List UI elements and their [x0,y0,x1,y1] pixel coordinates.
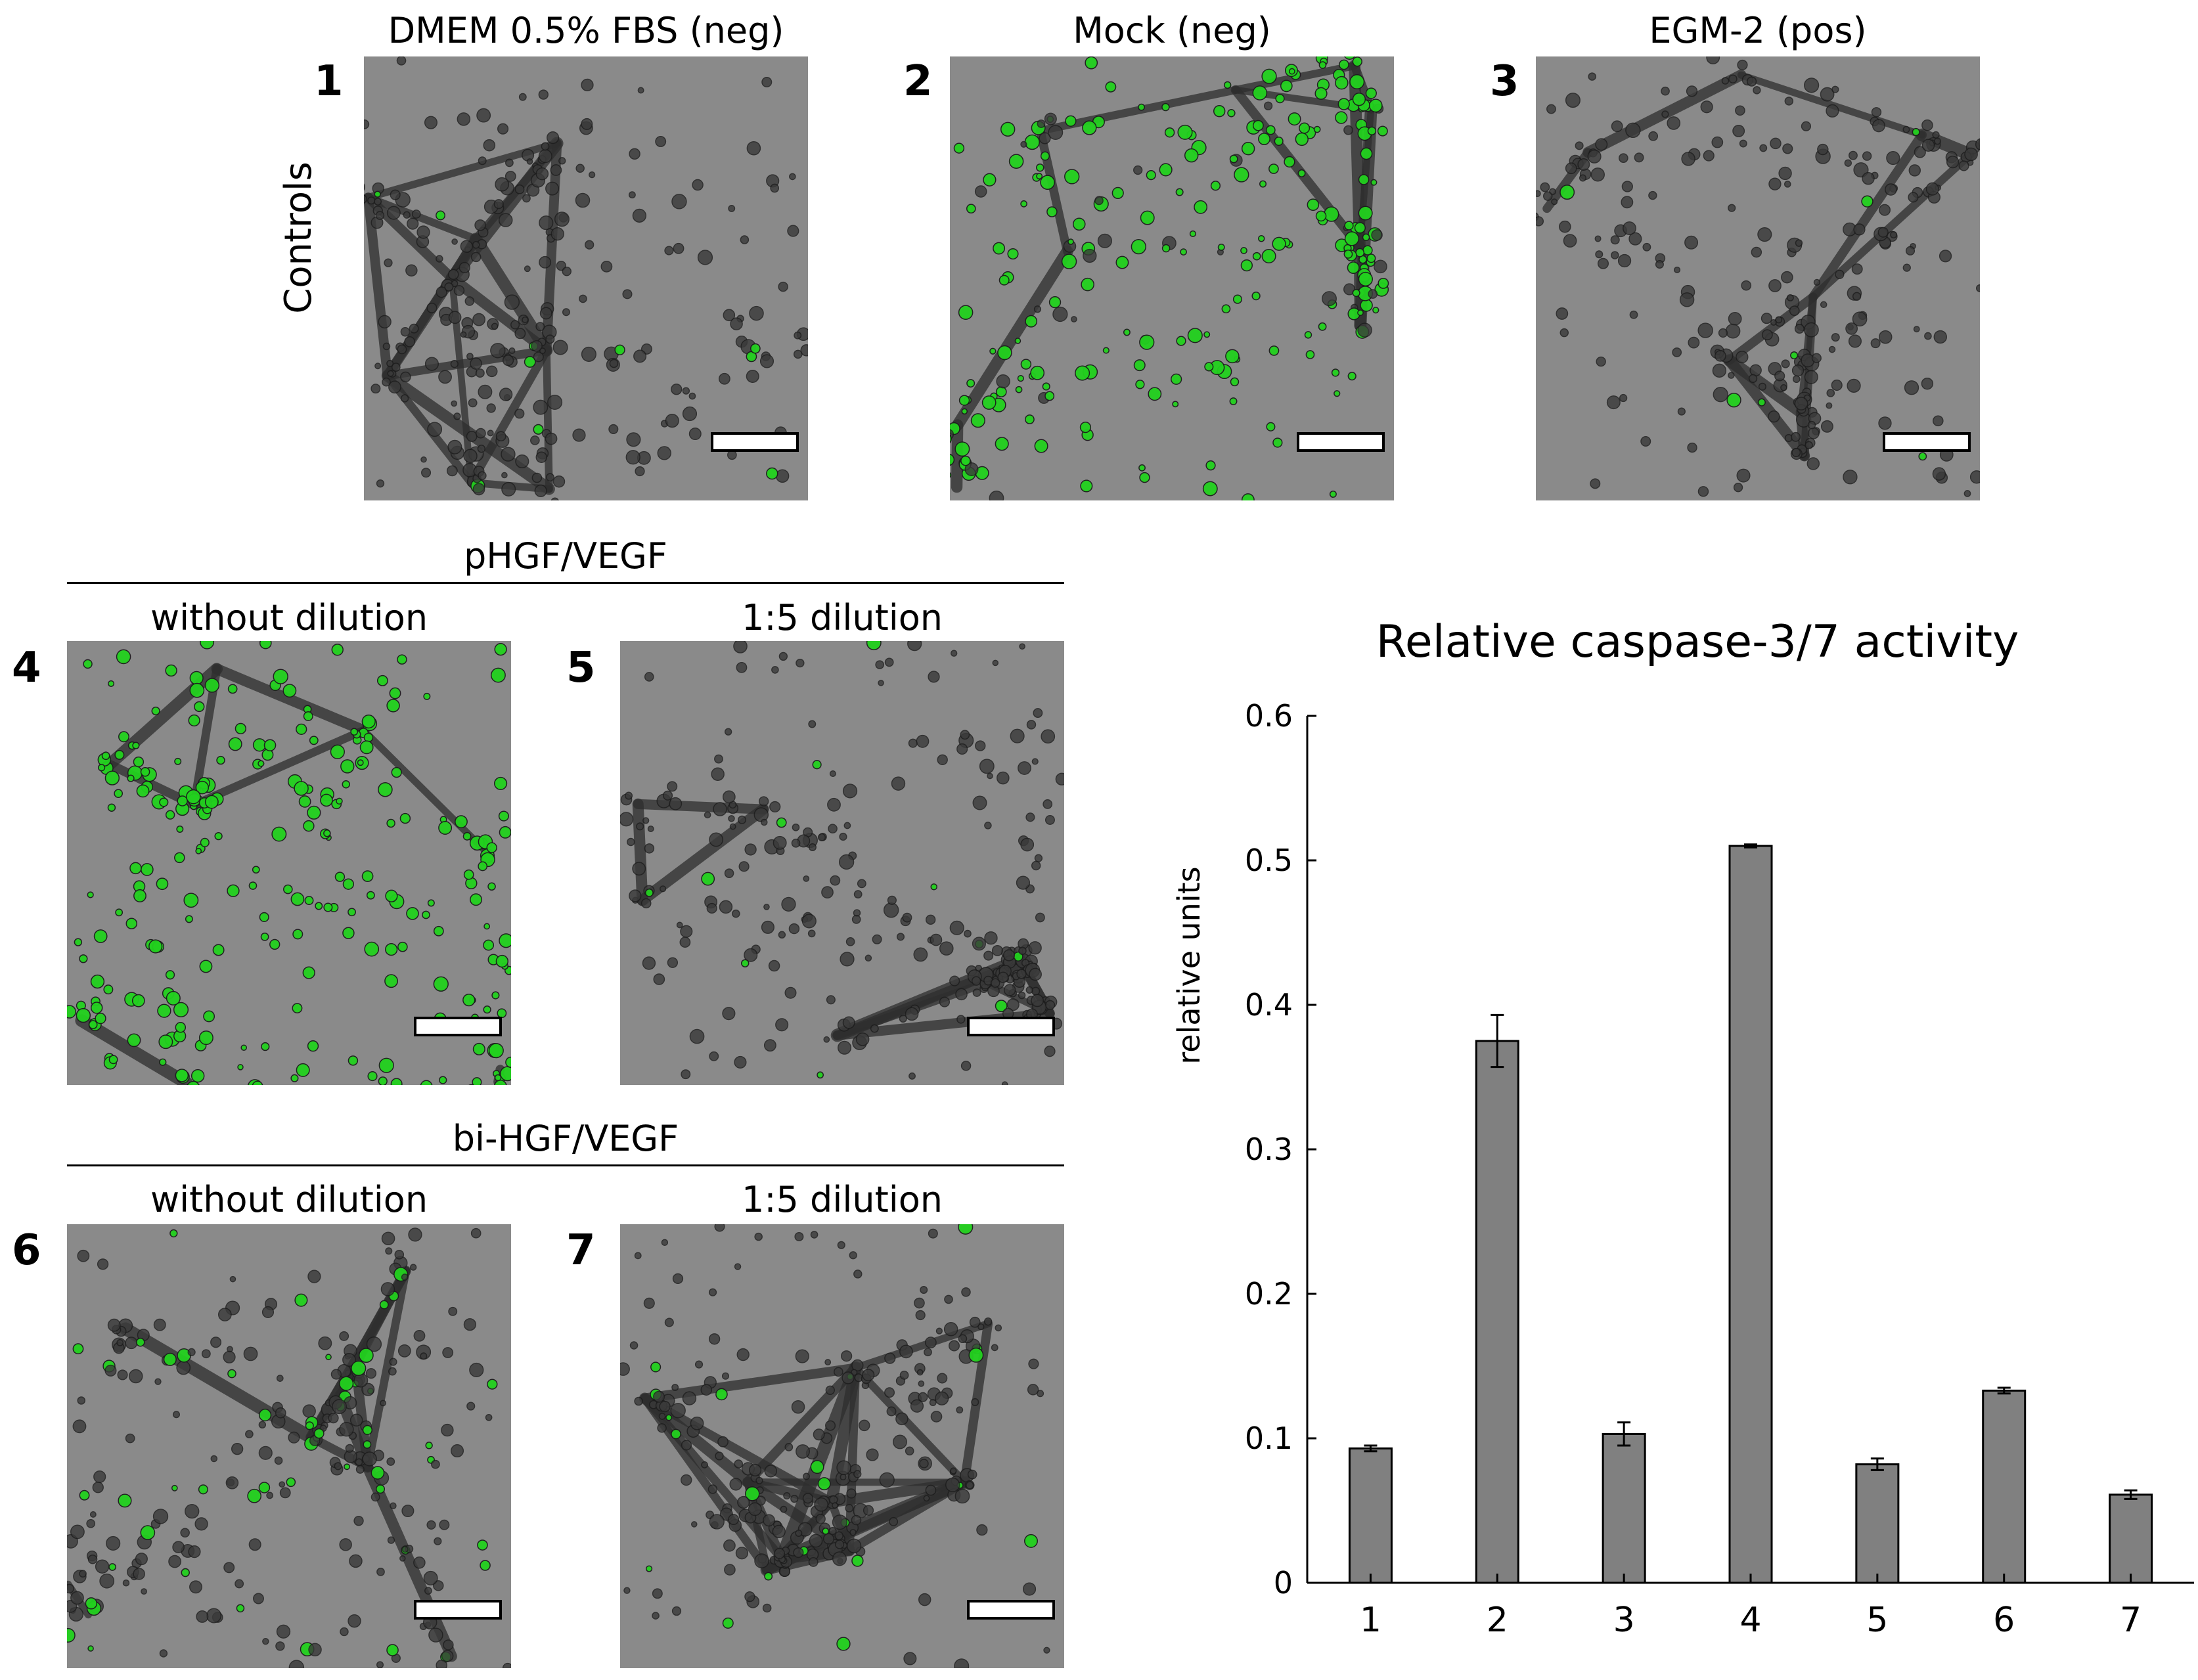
panel-number-7: 7 [566,1226,596,1275]
bar-3 [1602,1432,1646,1584]
micrograph-texture [364,56,808,500]
scale-bar-5 [967,1017,1055,1036]
x-tick-label-5: 5 [1866,1601,1888,1640]
scale-bar-6 [414,1600,502,1620]
scale-bar-7 [967,1600,1055,1620]
micrograph-panel-5 [620,641,1064,1085]
caspase-bar-chart: Relative caspase-3/7 activity relative u… [1171,616,2194,1640]
panel-title-3: EGM-2 (pos) [1649,10,1867,51]
micrograph-panel-6 [67,1224,511,1668]
panel-title-6: without dilution [150,1179,428,1220]
y-tick-label: 0.4 [1245,987,1293,1023]
x-tick-label-7: 7 [2120,1601,2142,1640]
micrograph-texture [67,641,511,1085]
micrograph-texture [67,1224,511,1668]
micrograph-panel-1 [364,56,808,500]
y-tick-label: 0.2 [1245,1276,1293,1312]
micrograph-panel-3 [1536,56,1980,500]
x-tick-label-3: 3 [1613,1601,1635,1640]
group-rule-phgf-vegf [67,582,1064,584]
panel-title-2: Mock (neg) [1073,10,1271,51]
scale-bar-2 [1297,432,1385,452]
y-tick-label: 0 [1274,1565,1293,1601]
micrograph-panel-2 [950,56,1394,500]
chart-title: Relative caspase-3/7 activity [1376,616,2019,668]
micrograph-panel-4 [67,641,511,1085]
bar-4 [1728,845,1773,1584]
group-label-bi-hgf-vegf: bi-HGF/VEGF [452,1118,679,1159]
micrograph-texture [950,56,1394,500]
micrograph-texture [1536,56,1980,500]
y-tick-label: 0.6 [1245,698,1293,734]
y-tick-label: 0.3 [1245,1132,1293,1167]
micrograph-texture [620,1224,1064,1668]
panel-number-5: 5 [566,644,596,692]
bar-2 [1475,1040,1519,1584]
panel-title-4: without dilution [150,597,428,638]
scale-bar-1 [711,432,799,452]
x-tick-label-6: 6 [1993,1601,2015,1640]
panel-number-3: 3 [1490,57,1519,106]
bar-6 [1982,1389,2027,1584]
panel-number-6: 6 [12,1226,41,1275]
group-label-phgf-vegf: pHGF/VEGF [464,535,667,577]
panel-title-1: DMEM 0.5% FBS (neg) [388,10,784,51]
scale-bar-4 [414,1017,502,1036]
controls-label: Controls [277,162,320,314]
bar-1 [1348,1447,1393,1584]
x-tick-label-1: 1 [1360,1601,1381,1640]
panel-number-1: 1 [314,57,344,106]
panel-title-7: 1:5 dilution [741,1179,943,1220]
x-tick-label-4: 4 [1739,1601,1761,1640]
bar-5 [1855,1463,1900,1584]
y-tick-label: 0.5 [1245,843,1293,878]
y-tick-label: 0.1 [1245,1421,1293,1456]
panel-title-5: 1:5 dilution [741,597,943,638]
micrograph-panel-7 [620,1224,1064,1668]
micrograph-texture [620,641,1064,1085]
group-rule-bi-hgf-vegf [67,1164,1064,1166]
y-axis-label: relative units [1171,866,1207,1064]
panel-number-4: 4 [12,644,41,692]
bar-7 [2109,1493,2153,1584]
x-tick-label-2: 2 [1487,1601,1508,1640]
panel-number-2: 2 [903,57,933,106]
scale-bar-3 [1883,432,1971,452]
